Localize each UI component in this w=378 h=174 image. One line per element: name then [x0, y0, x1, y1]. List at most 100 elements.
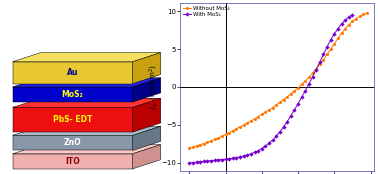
Polygon shape — [12, 53, 161, 62]
Without MoS₂ — [307, 76, 311, 78]
Without MoS₂ — [354, 18, 358, 20]
Without MoS₂ — [249, 120, 253, 122]
Polygon shape — [12, 126, 161, 135]
Polygon shape — [133, 145, 161, 169]
Without MoS₂ — [365, 12, 369, 14]
Polygon shape — [12, 154, 133, 169]
With MoS₂ — [321, 53, 326, 55]
Without MoS₂ — [303, 80, 308, 82]
Without MoS₂ — [242, 124, 246, 126]
Without MoS₂ — [263, 111, 268, 113]
With MoS₂ — [343, 19, 347, 21]
Text: Au: Au — [67, 68, 78, 77]
With MoS₂ — [281, 126, 286, 128]
With MoS₂ — [249, 153, 253, 155]
Without MoS₂ — [278, 101, 282, 103]
With MoS₂ — [267, 142, 271, 144]
Without MoS₂ — [260, 113, 264, 115]
Line: Without MoS₂: Without MoS₂ — [188, 11, 369, 149]
With MoS₂ — [194, 161, 199, 163]
Without MoS₂ — [328, 48, 333, 50]
With MoS₂ — [263, 145, 268, 147]
Polygon shape — [133, 78, 161, 102]
Without MoS₂ — [321, 59, 326, 61]
With MoS₂ — [252, 151, 257, 153]
Without MoS₂ — [299, 83, 304, 85]
With MoS₂ — [314, 69, 318, 71]
Without MoS₂ — [227, 132, 231, 134]
Without MoS₂ — [288, 93, 293, 95]
Without MoS₂ — [292, 90, 297, 92]
With MoS₂ — [220, 159, 224, 161]
Without MoS₂ — [231, 130, 235, 132]
With MoS₂ — [216, 159, 220, 161]
Without MoS₂ — [350, 20, 355, 22]
With MoS₂ — [332, 33, 336, 35]
Without MoS₂ — [347, 24, 351, 26]
Text: ZnO: ZnO — [64, 139, 81, 147]
Polygon shape — [12, 78, 161, 87]
With MoS₂ — [278, 131, 282, 133]
With MoS₂ — [209, 160, 213, 162]
With MoS₂ — [350, 14, 355, 16]
With MoS₂ — [205, 160, 210, 162]
Polygon shape — [12, 135, 133, 151]
With MoS₂ — [191, 161, 195, 164]
With MoS₂ — [310, 76, 315, 78]
Y-axis label: $J_{sc}$ (mA/cm$^2$): $J_{sc}$ (mA/cm$^2$) — [147, 64, 160, 110]
Polygon shape — [133, 53, 161, 84]
Without MoS₂ — [187, 147, 192, 149]
Without MoS₂ — [212, 138, 217, 140]
Without MoS₂ — [238, 126, 242, 128]
Polygon shape — [12, 98, 161, 108]
Without MoS₂ — [216, 137, 220, 139]
Line: With MoS₂: With MoS₂ — [188, 13, 354, 164]
With MoS₂ — [238, 156, 242, 158]
With MoS₂ — [187, 162, 192, 164]
Without MoS₂ — [201, 143, 206, 145]
Without MoS₂ — [209, 140, 213, 142]
Without MoS₂ — [256, 116, 260, 118]
Without MoS₂ — [332, 43, 336, 45]
Legend: Without MoS₂, With MoS₂: Without MoS₂, With MoS₂ — [182, 5, 231, 18]
With MoS₂ — [303, 90, 308, 92]
Without MoS₂ — [234, 128, 239, 130]
With MoS₂ — [285, 121, 290, 123]
With MoS₂ — [270, 139, 275, 141]
Without MoS₂ — [361, 13, 366, 15]
Without MoS₂ — [325, 53, 329, 55]
Without MoS₂ — [205, 141, 210, 144]
Without MoS₂ — [223, 133, 228, 136]
With MoS₂ — [212, 159, 217, 161]
With MoS₂ — [242, 155, 246, 157]
Without MoS₂ — [310, 72, 315, 74]
Text: ITO: ITO — [65, 157, 80, 166]
With MoS₂ — [296, 103, 301, 105]
With MoS₂ — [299, 96, 304, 98]
With MoS₂ — [201, 160, 206, 163]
With MoS₂ — [347, 16, 351, 18]
With MoS₂ — [339, 23, 344, 25]
With MoS₂ — [307, 83, 311, 85]
Text: PbS- EDT: PbS- EDT — [53, 115, 92, 124]
Without MoS₂ — [270, 106, 275, 109]
Polygon shape — [12, 145, 161, 154]
Without MoS₂ — [267, 109, 271, 111]
Polygon shape — [133, 126, 161, 151]
Without MoS₂ — [220, 135, 224, 137]
Without MoS₂ — [285, 96, 290, 98]
Without MoS₂ — [318, 63, 322, 65]
Without MoS₂ — [339, 32, 344, 34]
With MoS₂ — [231, 157, 235, 159]
Polygon shape — [12, 108, 133, 132]
Without MoS₂ — [336, 37, 340, 39]
Without MoS₂ — [274, 104, 279, 106]
With MoS₂ — [318, 61, 322, 63]
With MoS₂ — [328, 39, 333, 41]
With MoS₂ — [223, 158, 228, 160]
With MoS₂ — [336, 27, 340, 30]
With MoS₂ — [227, 158, 231, 160]
Polygon shape — [12, 62, 133, 84]
Polygon shape — [12, 87, 133, 102]
With MoS₂ — [292, 109, 297, 111]
